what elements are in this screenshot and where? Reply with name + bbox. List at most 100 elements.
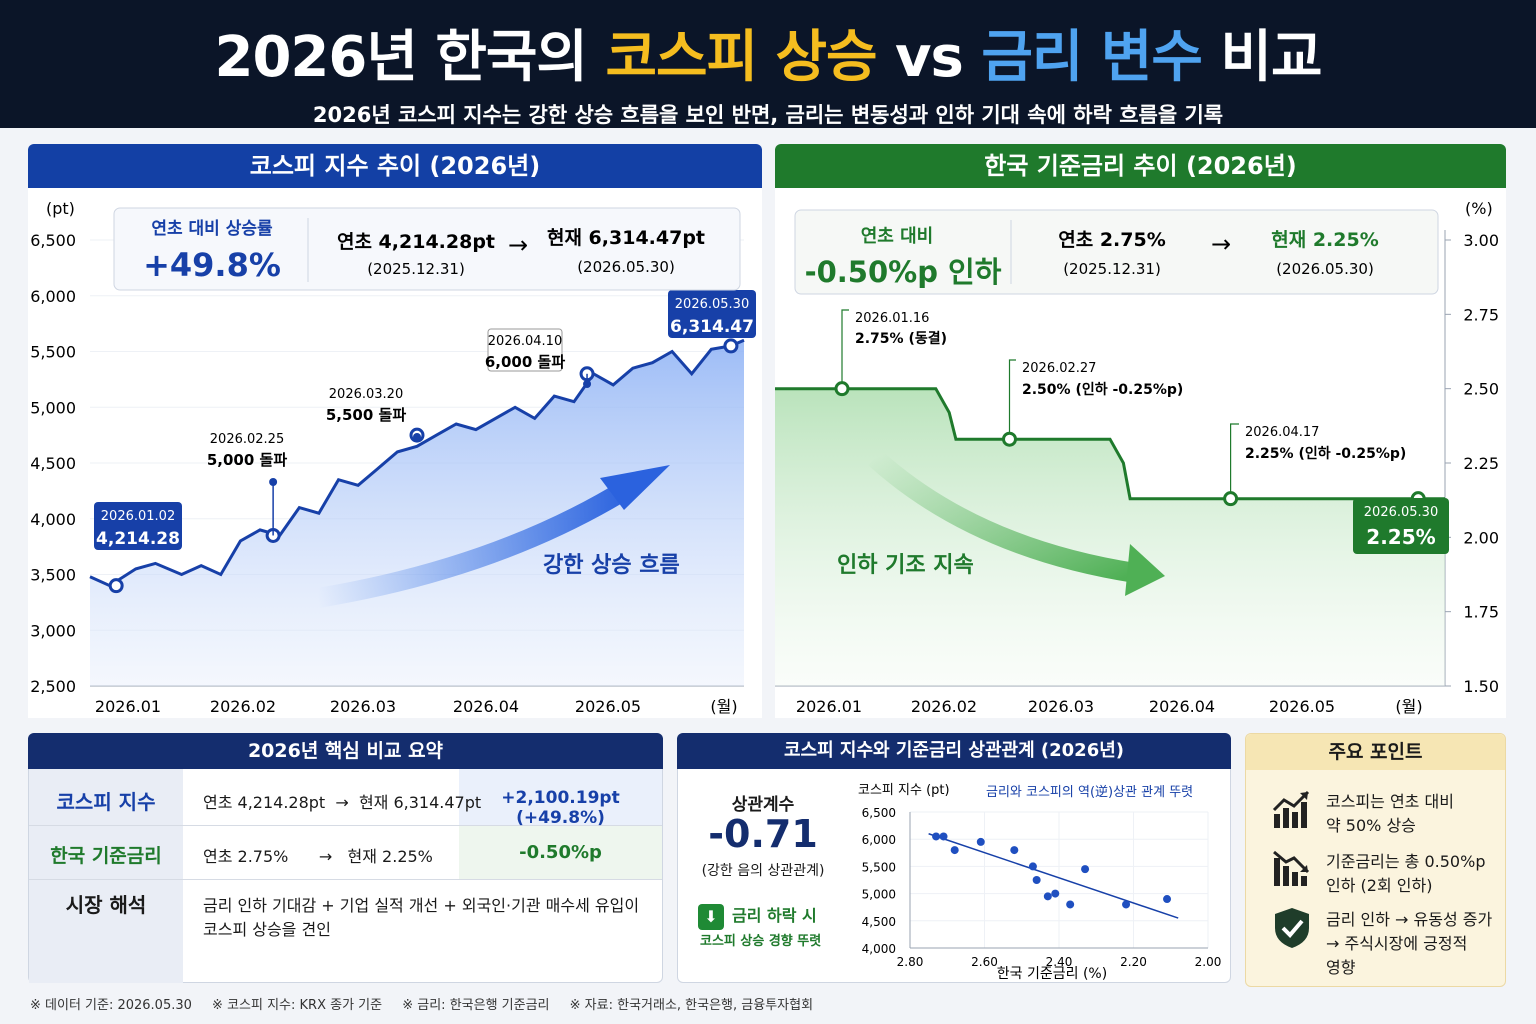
- scatter-ytick: 5,500: [862, 860, 896, 874]
- kospi-ytick: 5,000: [30, 398, 76, 417]
- scatter-chart: 코스피 지수 (pt) 금리와 코스피의 역(逆)상관 관계 뚜렷 6,500 6…: [858, 783, 1221, 982]
- summary-table-title: 2026년 핵심 비교 요약: [28, 733, 663, 769]
- scatter-point: [950, 846, 959, 855]
- rate-start-date: (2025.12.31): [1063, 260, 1161, 278]
- rate-callout-date: 2026.04.17: [1245, 425, 1319, 440]
- rate-x-unit: (월): [1395, 697, 1422, 716]
- trend-arrow-icon: [316, 479, 634, 608]
- interp-line2: 코스피 상승을 견인: [203, 920, 331, 939]
- scatter-xtick: 2.40: [1046, 955, 1073, 969]
- kp2-line1: 기준금리는 총 0.50%p: [1326, 852, 1486, 871]
- kospi-ytick: 4,000: [30, 510, 76, 529]
- scatter-ylabel: 코스피 지수 (pt): [858, 783, 950, 798]
- footer: ※ 데이터 기준: 2026.05.30 ※ 코스피 지수: KRX 종가 기준…: [30, 994, 829, 1013]
- rate-callout-stem: [841, 309, 849, 383]
- coef-value: -0.71: [708, 812, 818, 856]
- kospi-ytick: 3,000: [30, 621, 76, 640]
- scatter-ytick: 5,000: [862, 888, 896, 902]
- rate-panel-title: 한국 기준금리 추이 (2026년): [775, 144, 1506, 188]
- scatter-point: [1122, 900, 1131, 909]
- row-kospi-result: +2,100.19pt (+49.8%): [501, 788, 620, 828]
- interp-label: 시장 해석: [65, 893, 147, 917]
- rate-summary-label: 연초 대비: [861, 226, 934, 247]
- rate-marker: [834, 381, 850, 397]
- hint-line2: 코스피 상승 경향 뚜렷: [700, 934, 822, 949]
- trend-arrowhead-icon: [600, 465, 670, 510]
- rate-callout-stem: [1230, 423, 1239, 493]
- kospi-callout-date: 2026.03.20: [329, 387, 403, 402]
- coef-desc: (강한 음의 상관관계): [701, 863, 825, 879]
- kospi-xtick: 2026.02: [210, 697, 276, 716]
- rate-ytick: 3.00: [1463, 231, 1499, 250]
- kospi-ytick: 6,500: [30, 231, 76, 250]
- kospi-callout-value: 6,000 돌파: [485, 353, 565, 371]
- row-rate-result: -0.50%p: [519, 842, 602, 863]
- rate-xtick: 2026.04: [1149, 697, 1215, 716]
- rate-xtick: 2026.01: [796, 697, 862, 716]
- rate-trend-label: 인하 기조 지속: [837, 553, 974, 578]
- rate-ytick: 2.25: [1463, 454, 1499, 473]
- kospi-marker: [108, 578, 124, 594]
- shield-check-icon: [1275, 908, 1309, 948]
- rate-callout-date: 2026.01.16: [855, 311, 929, 326]
- header: 2026년 한국의 코스피 상승 vs 금리 변수 비교 2026년 코스피 지…: [0, 0, 1536, 128]
- rate-marker: [1223, 491, 1239, 507]
- kospi-ytick: 2,500: [30, 677, 76, 696]
- rate-unit: (%): [1465, 199, 1493, 218]
- rate-arrow-icon: →: [1211, 230, 1231, 258]
- row-rate-label: 한국 기준금리: [50, 845, 162, 867]
- scatter-ytick: 6,000: [862, 833, 896, 847]
- footer-source: ※ 자료: 한국거래소, 한국은행, 금융투자협회: [569, 998, 814, 1013]
- row-rate-detail: 연초 2.75% → 현재 2.25%: [203, 847, 433, 866]
- scatter-point: [1081, 865, 1090, 874]
- scatter-note: 금리와 코스피의 역(逆)상관 관계 뚜렷: [986, 784, 1193, 800]
- kospi-marker: [723, 338, 739, 354]
- rate-ytick: 2.00: [1463, 528, 1499, 547]
- kospi-ytick: 4,500: [30, 454, 76, 473]
- scatter-trendline: [928, 833, 1179, 919]
- kospi-callout-box: [668, 290, 756, 338]
- rate-chart: (%) 3.00 2.75 2.50 2.25 2.00 1.75 1.50 2026.01…: [775, 188, 1506, 718]
- kospi-arrow-icon: →: [508, 231, 528, 259]
- rate-callout-value: 2.75% (동결): [855, 330, 947, 347]
- scatter-point: [1043, 892, 1052, 901]
- correlation-panel: 코스피 지수와 기준금리 상관관계 (2026년) 상관계수 -0.71 (강한…: [677, 733, 1231, 983]
- rate-trend-arrowhead-icon: [1125, 544, 1165, 596]
- rate-line: [775, 387, 1445, 501]
- scatter-point: [939, 832, 948, 841]
- rate-end-label: 현재 2.25%: [1271, 229, 1379, 251]
- kospi-line: [89, 338, 745, 588]
- kp1-line2: 약 50% 상승: [1326, 816, 1416, 835]
- kospi-end-date: (2026.05.30): [577, 258, 675, 276]
- rate-ytick: 2.50: [1463, 380, 1499, 399]
- kospi-callout-date: 2026.05.30: [675, 297, 749, 312]
- kospi-x-unit: (월): [710, 697, 737, 716]
- rate-trend-arrow-icon: [868, 450, 1137, 583]
- kospi-trend-label: 강한 상승 흐름: [543, 553, 680, 578]
- kospi-start-date: (2025.12.31): [367, 260, 465, 278]
- kp3-line2: → 주식시장에 긍정적: [1326, 934, 1468, 953]
- footer-kospi: ※ 코스피 지수: KRX 종가 기준: [212, 998, 383, 1013]
- kospi-ytick: 5,500: [30, 343, 76, 362]
- kospi-ytick: 6,000: [30, 287, 76, 306]
- kospi-area: [90, 340, 744, 686]
- rate-ytick: 1.75: [1463, 603, 1499, 622]
- kospi-callout-date: 2026.02.25: [210, 432, 284, 447]
- page-subtitle: 2026년 코스피 지수는 강한 상승 흐름을 보인 반면, 금리는 변동성과 …: [312, 103, 1224, 127]
- rate-callout-stem: [1008, 359, 1016, 434]
- kospi-xtick: 2026.04: [453, 697, 519, 716]
- scatter-point: [932, 832, 941, 841]
- chart-down-icon: [1273, 850, 1310, 886]
- scatter-ytick: 4,500: [862, 915, 896, 929]
- rate-callout-value: 2.50% (인하 -0.25%p): [1022, 381, 1183, 398]
- hint-line1: 금리 하락 시: [732, 906, 817, 925]
- scatter-point: [1032, 876, 1041, 884]
- kospi-start-label: 연초 4,214.28pt: [337, 231, 495, 253]
- kospi-chart: (pt) 6,500 6,000 5,500 5,000 4,500 4,000 3,500…: [28, 188, 762, 718]
- download-arrow-icon: ⬇: [698, 904, 724, 930]
- rate-ytick: 1.50: [1463, 677, 1499, 696]
- kp1-line1: 코스피는 연초 대비: [1326, 792, 1454, 811]
- rate-callout-date: 2026.02.27: [1022, 361, 1096, 376]
- kospi-callout-dot: [583, 380, 592, 388]
- rate-area: [775, 388, 1445, 686]
